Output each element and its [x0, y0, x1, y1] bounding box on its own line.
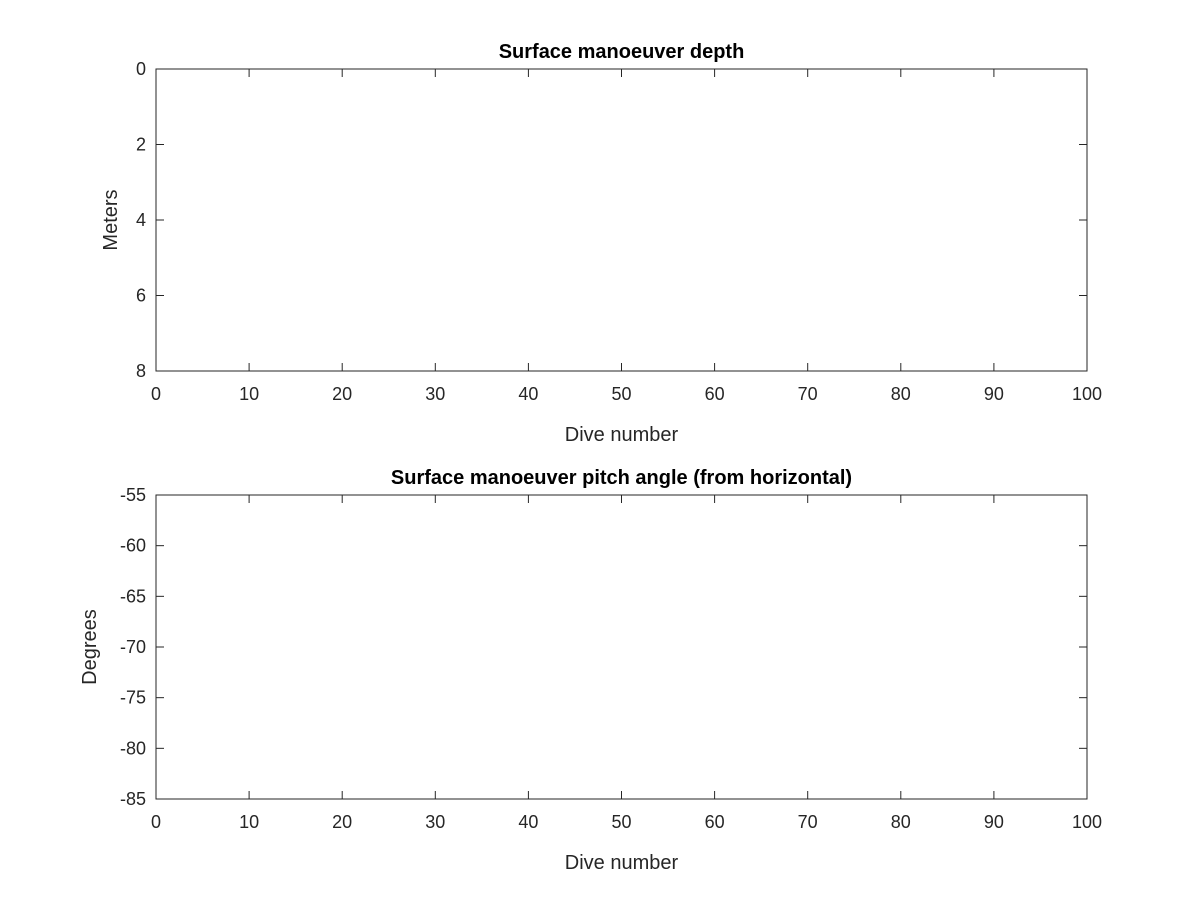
pitch-x-tick-label: 0	[151, 812, 161, 832]
pitch-x-tick-label: 60	[705, 812, 725, 832]
pitch-x-tick-label: 50	[611, 812, 631, 832]
depth-x-tick-label: 70	[798, 384, 818, 404]
pitch-x-tick-label: 20	[332, 812, 352, 832]
pitch-x-tick-label: 90	[984, 812, 1004, 832]
depth-y-tick-label: 4	[136, 210, 146, 230]
depth-x-tick-label: 50	[611, 384, 631, 404]
depth-x-tick-label: 60	[705, 384, 725, 404]
depth-y-tick-label: 2	[136, 135, 146, 155]
depth-x-axis-label: Dive number	[565, 424, 679, 446]
pitch-y-tick-label: -60	[120, 536, 146, 556]
depth-x-tick-label: 80	[891, 384, 911, 404]
depth-plot: 0 10 20 30 40 50 60 70 80 90 100 0 2 4 6 8 Surface manoe…	[100, 41, 1102, 446]
pitch-x-tick-label: 100	[1072, 812, 1102, 832]
pitch-y-tick-label: -70	[120, 637, 146, 657]
depth-y-tick-label: 6	[136, 286, 146, 306]
pitch-y-axis-label: Degrees	[79, 609, 101, 685]
pitch-y-tick-label: -85	[120, 789, 146, 809]
pitch-x-tick-label: 70	[798, 812, 818, 832]
pitch-y-tick-label: -55	[120, 485, 146, 505]
pitch-y-tick-label: -65	[120, 586, 146, 606]
pitch-x-tick-label: 80	[891, 812, 911, 832]
pitch-y-tick-label: -75	[120, 688, 146, 708]
pitch-axes-box	[155, 494, 1088, 800]
pitch-x-tick-label: 30	[425, 812, 445, 832]
depth-x-tick-label: 0	[151, 384, 161, 404]
depth-x-tick-label: 10	[239, 384, 259, 404]
depth-y-axis-label: Meters	[100, 189, 122, 250]
pitch-plot: 0 10 20 30 40 50 60 70 80 90 100 -85 -80 -75 -70 -65 -60…	[79, 467, 1102, 874]
pitch-chart-title: Surface manoeuver pitch angle (from hori…	[391, 467, 852, 489]
pitch-x-tick-label: 10	[239, 812, 259, 832]
depth-x-tick-label: 90	[984, 384, 1004, 404]
depth-chart-title: Surface manoeuver depth	[499, 41, 745, 63]
depth-x-tick-label: 20	[332, 384, 352, 404]
depth-x-tick-label: 40	[518, 384, 538, 404]
pitch-x-axis-label: Dive number	[565, 852, 679, 874]
pitch-x-tick-label: 40	[518, 812, 538, 832]
depth-x-tick-label: 100	[1072, 384, 1102, 404]
depth-axes-box	[155, 68, 1088, 372]
pitch-y-tick-label: -80	[120, 738, 146, 758]
depth-y-tick-label: 0	[136, 59, 146, 79]
depth-y-tick-label: 8	[136, 361, 146, 381]
depth-x-tick-label: 30	[425, 384, 445, 404]
